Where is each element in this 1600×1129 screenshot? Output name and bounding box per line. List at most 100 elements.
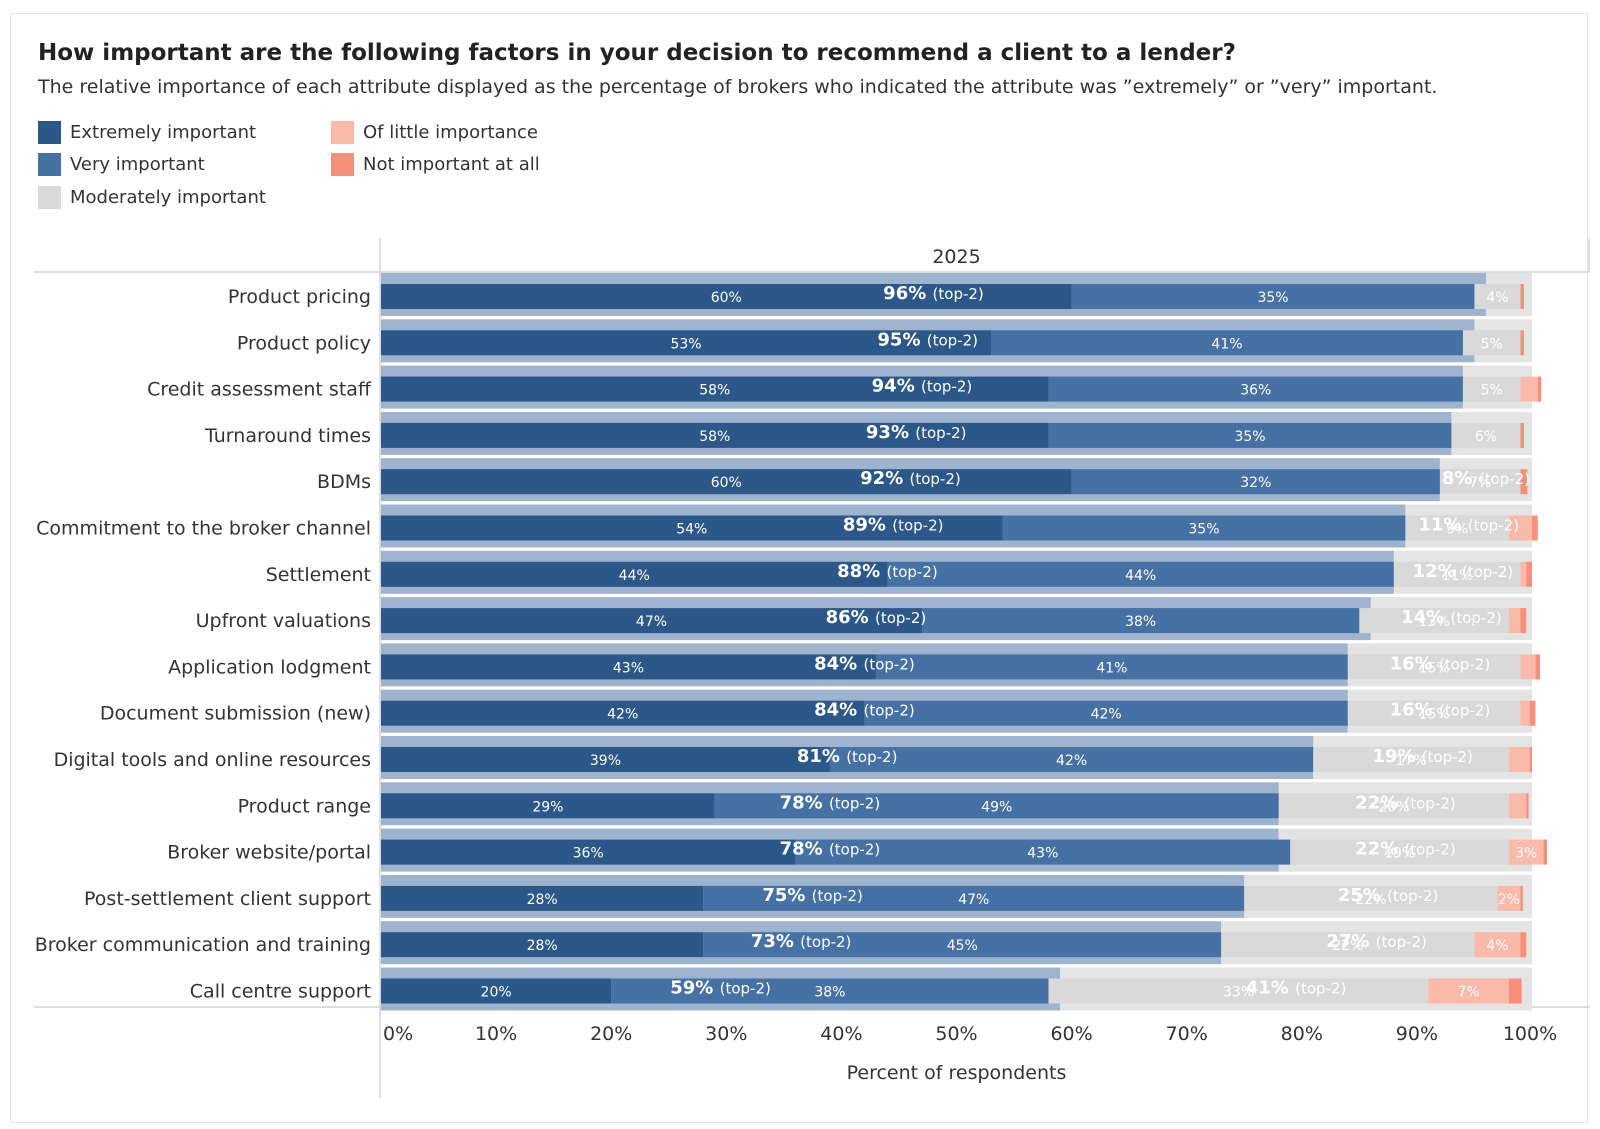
bar-segment-little (1508, 839, 1544, 865)
segment-value-label: 41% (1211, 336, 1242, 352)
bottom3-total-label: 12% (top-2) (1413, 561, 1514, 582)
x-tick-label: 20% (590, 1023, 632, 1045)
legend-item-very-important: Very important (38, 152, 205, 176)
bar-segment-moderately (1290, 839, 1509, 865)
segment-value-label: 39% (590, 753, 621, 769)
top2-total-label: 86% (top-2) (826, 607, 927, 628)
segment-value-label: 13% (1419, 614, 1450, 630)
legend-swatch (38, 152, 61, 176)
top2-total-label: 73% (top-2) (751, 931, 852, 952)
bottom3-total-label: 25% (top-2) (1338, 885, 1439, 906)
bar-segment-extremely (381, 747, 830, 772)
bar-segment-not (1520, 284, 1524, 309)
top2-suffix: (top-2) (863, 655, 914, 673)
top2-percent: 75% (762, 885, 811, 906)
column-header: 2025 (932, 246, 980, 268)
category-label: Broker communication and training (35, 934, 371, 956)
bar-segment-very (1071, 469, 1440, 495)
segment-value-label: 4% (1486, 290, 1508, 306)
top2-percent: 88% (837, 561, 886, 582)
top2-percent: 81% (797, 746, 846, 767)
top2-suffix: (top-2) (933, 285, 984, 303)
bar-segment-not (1526, 561, 1532, 587)
bar-segment-extremely (381, 469, 1072, 495)
legend-item-not-important-at-all: Not important at all (331, 152, 540, 176)
bar-segment-extremely (381, 515, 1003, 541)
bottom3-suffix: (top-2) (1468, 517, 1519, 535)
legend-swatch (331, 120, 354, 144)
segment-value-label: 22% (1355, 892, 1386, 908)
segment-value-label: 3% (1515, 846, 1537, 862)
segment-value-label: 44% (619, 568, 650, 584)
segment-value-label: 28% (527, 892, 558, 908)
bar-segment-very (611, 978, 1049, 1004)
bar-segment-very (703, 932, 1222, 958)
bar-segment-not (1535, 654, 1541, 680)
category-label: Turnaround times (204, 425, 371, 447)
bar-segment-not (1520, 330, 1524, 356)
bottom3-total-label: 22% (top-2) (1355, 792, 1456, 813)
top2-total-label: 78% (top-2) (780, 839, 881, 860)
bar-segment-moderately (1313, 747, 1509, 772)
segment-value-label: 58% (699, 429, 730, 445)
segment-value-label: 28% (527, 938, 558, 954)
segment-value-label: 35% (1188, 522, 1219, 538)
bar-segment-moderately (1439, 469, 1521, 495)
segment-value-label: 36% (1240, 383, 1271, 399)
top2-suffix: (top-2) (921, 378, 972, 396)
segment-value-label: 42% (1091, 707, 1122, 723)
top2-total-label: 96% (top-2) (883, 283, 984, 304)
bar-segment-not (1520, 422, 1524, 448)
bar-segment-extremely (381, 422, 1049, 448)
bottom3-suffix: (top-2) (1439, 655, 1490, 673)
bar-segment-very (1048, 422, 1452, 448)
segment-value-label: 47% (636, 614, 667, 630)
bar-segment-little (1520, 700, 1530, 726)
segment-value-label: 38% (1125, 614, 1156, 630)
bottom3-total-label: 14% (top-2) (1401, 607, 1502, 628)
legend-label: Not important at all (363, 153, 540, 175)
top2-total-label: 75% (top-2) (762, 885, 863, 906)
segment-value-label: 38% (814, 985, 845, 1001)
bar-segment-very (829, 747, 1314, 772)
bottom3-total-label: 11% (top-2) (1418, 515, 1519, 536)
bar-segment-extremely (381, 978, 612, 1004)
bottom3-suffix: (top-2) (1462, 563, 1513, 581)
category-label: Credit assessment staff (147, 379, 372, 401)
top2-suffix: (top-2) (927, 331, 978, 349)
category-label: Product pricing (228, 286, 371, 308)
category-label: Digital tools and online resources (54, 749, 371, 771)
segment-value-label: 47% (958, 892, 989, 908)
top2-percent: 84% (814, 653, 863, 674)
top2-suffix: (top-2) (892, 517, 943, 535)
top2-total-label: 94% (top-2) (872, 376, 973, 397)
bar-segment-moderately (1462, 330, 1521, 356)
bar-segment-little (1520, 561, 1527, 587)
bar-segment-very (875, 654, 1348, 680)
bar-segment-extremely (381, 793, 715, 819)
category-label: Product policy (237, 332, 371, 354)
bar-segment-very (714, 793, 1279, 819)
top2-suffix: (top-2) (829, 841, 880, 859)
bar-segment-little (1508, 747, 1530, 772)
segment-value-label: 42% (607, 707, 638, 723)
bar-segment-moderately (1278, 793, 1509, 819)
top2-suffix: (top-2) (886, 563, 937, 581)
bottom3-percent: 41% (1246, 978, 1295, 999)
segment-value-label: 36% (573, 846, 604, 862)
segment-value-label: 20% (481, 985, 512, 1001)
bar-segment-very (795, 839, 1291, 865)
bottom3-percent: 16% (1390, 653, 1439, 674)
bottom3-suffix: (top-2) (1387, 887, 1438, 905)
segment-value-label: 54% (676, 522, 707, 538)
bar-segment-not (1529, 700, 1536, 726)
bar-segment-not (1529, 747, 1532, 772)
segment-value-label: 22% (1332, 938, 1363, 954)
bar-segment-extremely (381, 561, 888, 587)
bar-segment-moderately (1221, 932, 1475, 958)
bottom3-percent: 12% (1413, 561, 1462, 582)
bottom3-suffix: (top-2) (1404, 794, 1455, 812)
bar-segment-moderately (1393, 561, 1521, 587)
segment-value-label: 7% (1469, 475, 1491, 491)
bottom3-suffix: (top-2) (1479, 470, 1530, 488)
